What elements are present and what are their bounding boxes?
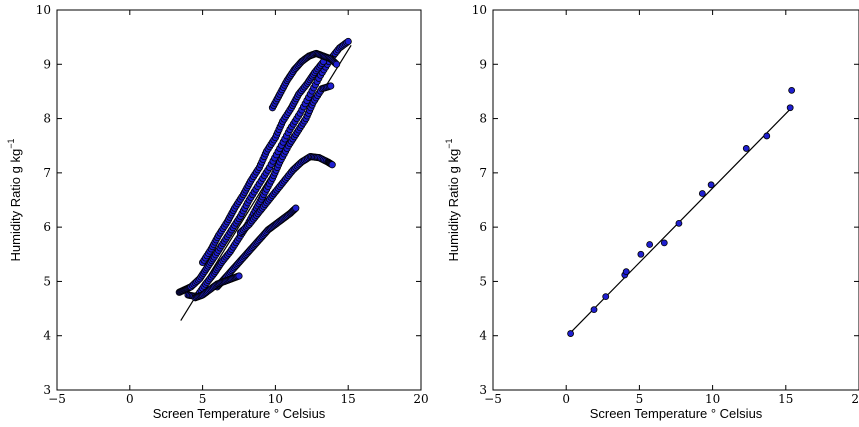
data-point <box>622 268 630 276</box>
data-point <box>742 145 750 152</box>
data-point <box>235 272 243 280</box>
data-point <box>660 239 668 247</box>
y-tick-label: 10 <box>36 3 51 17</box>
y-axis-label-main: Humidity Ratio g kg <box>446 149 461 262</box>
y-tick-label: 8 <box>43 112 51 126</box>
y-tick-label: 6 <box>43 220 51 234</box>
y-tick-label: 5 <box>43 274 51 288</box>
y-tick-label: 3 <box>43 383 51 397</box>
y-axis-label: Humidity Ratio g kg−1 <box>444 139 461 262</box>
data-point <box>602 293 610 301</box>
x-axis-label: Screen Temperature ° Celsius <box>590 406 763 421</box>
plot-frame <box>56 9 422 391</box>
data-point <box>707 181 715 189</box>
data-point <box>590 306 598 314</box>
x-tick-label: 10 <box>705 392 720 406</box>
data-point <box>328 161 336 169</box>
data-point <box>698 190 706 197</box>
x-tick-label: 20 <box>413 392 428 406</box>
x-axis-label: Screen Temperature ° Celsius <box>153 406 326 421</box>
data-point <box>675 219 683 227</box>
y-tick-label: 3 <box>479 383 487 397</box>
x-tick-label: 5 <box>636 392 644 406</box>
x-tick-label: 0 <box>562 392 570 406</box>
x-tick-label: 10 <box>268 392 283 406</box>
plot-frame <box>492 9 859 391</box>
y-axis-label-exponent: −1 <box>6 139 16 149</box>
data-point <box>646 241 654 248</box>
data-point <box>344 37 352 46</box>
data-point <box>763 132 771 140</box>
x-tick-label: −5 <box>484 392 502 406</box>
y-tick-label: 10 <box>472 3 487 17</box>
x-tick-label: −5 <box>48 392 66 406</box>
data-point <box>327 82 335 90</box>
y-tick-label: 9 <box>479 57 487 71</box>
x-tick-label: 15 <box>778 392 793 406</box>
data-point <box>567 330 574 337</box>
data-point <box>637 250 645 258</box>
data-point <box>332 60 341 68</box>
data-point <box>292 204 300 212</box>
x-tick-label: 0 <box>126 392 134 406</box>
y-axis-label: Humidity Ratio g kg−1 <box>6 139 23 262</box>
x-tick-label: 5 <box>199 392 207 406</box>
x-tick-label: 20 <box>851 392 859 406</box>
y-tick-label: 9 <box>43 57 51 71</box>
y-axis-label-exponent: −1 <box>444 139 454 149</box>
y-tick-label: 6 <box>479 220 487 234</box>
y-tick-label: 5 <box>479 274 487 288</box>
y-tick-label: 8 <box>479 112 487 126</box>
y-axis-label-main: Humidity Ratio g kg <box>8 149 23 262</box>
plot-area <box>567 86 796 337</box>
y-tick-label: 4 <box>479 329 487 343</box>
y-tick-label: 7 <box>479 166 487 180</box>
x-tick-label: 15 <box>341 392 356 406</box>
data-point <box>788 86 796 94</box>
y-tick-label: 7 <box>43 166 51 180</box>
data-point <box>786 104 794 112</box>
y-tick-label: 4 <box>43 329 51 343</box>
plot-area <box>175 37 352 321</box>
